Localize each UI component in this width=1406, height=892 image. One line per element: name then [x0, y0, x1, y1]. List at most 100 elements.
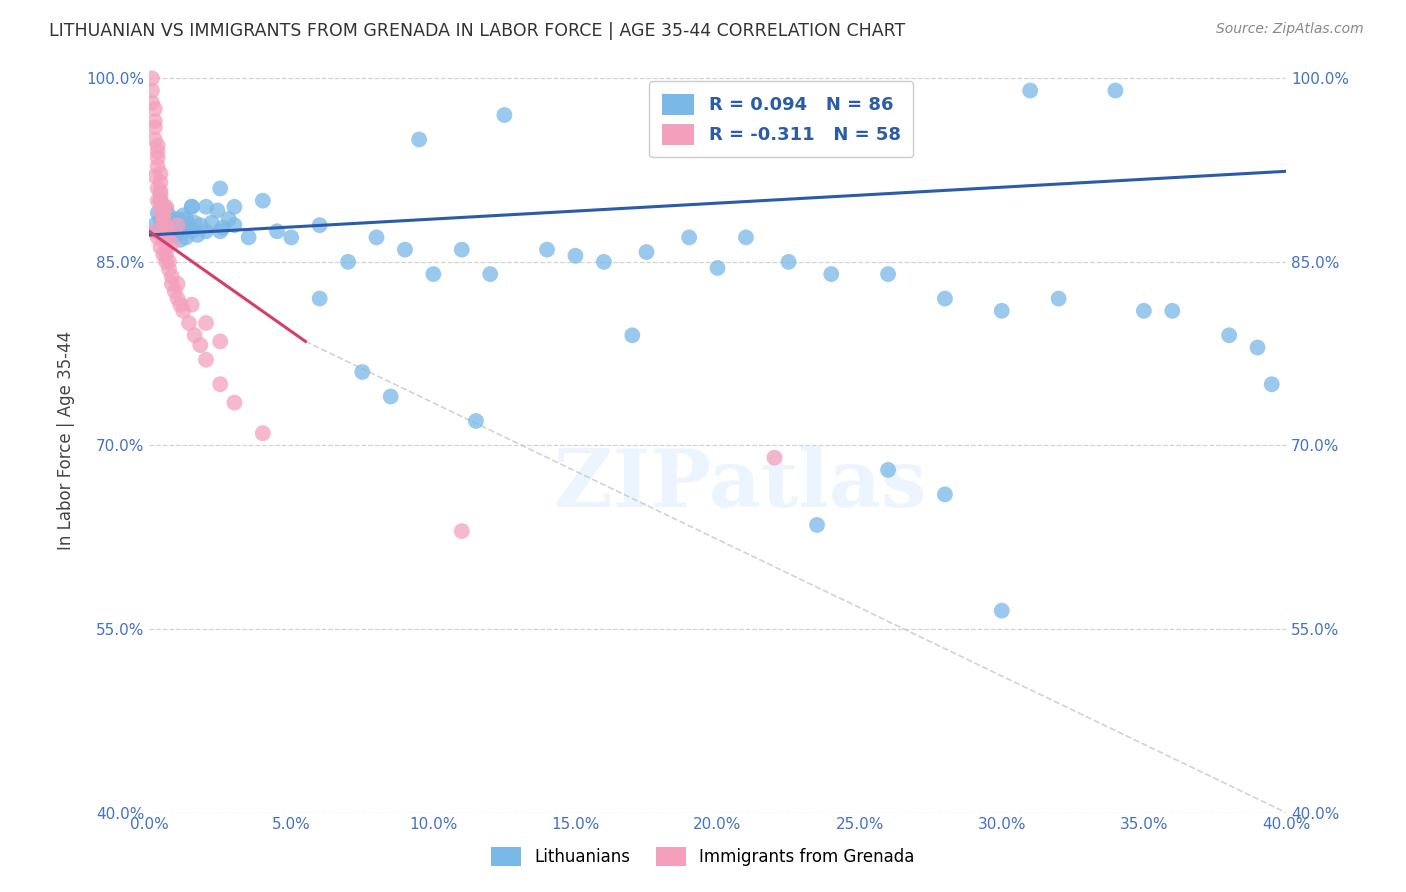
Point	[166, 292, 188, 306]
Point	[337, 255, 360, 269]
Point	[280, 230, 302, 244]
Point	[195, 224, 218, 238]
Point	[877, 463, 900, 477]
Point	[592, 255, 614, 269]
Point	[143, 120, 166, 135]
Point	[155, 211, 177, 225]
Point	[155, 220, 177, 235]
Point	[146, 160, 169, 174]
Point	[149, 194, 172, 208]
Point	[408, 132, 430, 146]
Point	[172, 208, 194, 222]
Point	[152, 216, 174, 230]
Point	[238, 230, 260, 244]
Point	[218, 212, 240, 227]
Point	[778, 255, 800, 269]
Point	[152, 212, 174, 227]
Point	[143, 102, 166, 116]
Point	[706, 260, 728, 275]
Point	[212, 220, 235, 235]
Point	[166, 218, 188, 232]
Point	[160, 269, 183, 284]
Point	[160, 277, 183, 291]
Point	[163, 284, 186, 298]
Point	[155, 220, 177, 235]
Point	[990, 604, 1012, 618]
Point	[266, 224, 288, 238]
Point	[143, 169, 166, 184]
Point	[155, 230, 177, 244]
Point	[169, 218, 191, 232]
Point	[209, 377, 232, 392]
Point	[143, 218, 166, 232]
Point	[149, 203, 172, 218]
Point	[146, 230, 169, 244]
Point	[636, 245, 658, 260]
Point	[157, 255, 180, 269]
Point	[180, 200, 202, 214]
Point	[152, 224, 174, 238]
Point	[195, 352, 218, 367]
Point	[465, 414, 488, 428]
Point	[146, 151, 169, 165]
Point	[141, 95, 163, 110]
Point	[166, 212, 188, 227]
Point	[308, 218, 330, 232]
Point	[172, 224, 194, 238]
Point	[934, 487, 956, 501]
Point	[820, 267, 842, 281]
Text: LITHUANIAN VS IMMIGRANTS FROM GRENADA IN LABOR FORCE | AGE 35-44 CORRELATION CHA: LITHUANIAN VS IMMIGRANTS FROM GRENADA IN…	[49, 22, 905, 40]
Point	[155, 200, 177, 214]
Point	[422, 267, 444, 281]
Y-axis label: In Labor Force | Age 35-44: In Labor Force | Age 35-44	[58, 331, 75, 550]
Point	[224, 218, 246, 232]
Point	[152, 247, 174, 261]
Point	[149, 167, 172, 181]
Point	[664, 108, 686, 122]
Point	[146, 194, 169, 208]
Point	[146, 224, 169, 238]
Point	[678, 230, 700, 244]
Point	[564, 249, 586, 263]
Point	[149, 240, 172, 254]
Legend: R = 0.094   N = 86, R = -0.311   N = 58: R = 0.094 N = 86, R = -0.311 N = 58	[650, 81, 912, 157]
Point	[188, 218, 211, 232]
Point	[877, 267, 900, 281]
Point	[149, 187, 172, 202]
Point	[141, 84, 163, 98]
Point	[157, 216, 180, 230]
Point	[146, 206, 169, 220]
Point	[143, 132, 166, 146]
Point	[149, 184, 172, 198]
Point	[163, 216, 186, 230]
Point	[180, 200, 202, 214]
Point	[224, 395, 246, 409]
Point	[143, 114, 166, 128]
Point	[394, 243, 416, 257]
Point	[252, 194, 274, 208]
Point	[186, 227, 208, 242]
Point	[155, 240, 177, 254]
Point	[180, 224, 202, 238]
Point	[155, 202, 177, 217]
Point	[1133, 303, 1156, 318]
Point	[183, 216, 205, 230]
Point	[177, 316, 200, 330]
Point	[169, 233, 191, 247]
Point	[163, 227, 186, 242]
Point	[621, 328, 644, 343]
Point	[155, 255, 177, 269]
Point	[252, 426, 274, 441]
Point	[934, 292, 956, 306]
Point	[155, 247, 177, 261]
Point	[172, 303, 194, 318]
Point	[195, 200, 218, 214]
Point	[209, 334, 232, 349]
Point	[157, 208, 180, 222]
Point	[149, 212, 172, 227]
Point	[195, 316, 218, 330]
Point	[160, 224, 183, 238]
Point	[209, 181, 232, 195]
Point	[146, 145, 169, 159]
Point	[308, 292, 330, 306]
